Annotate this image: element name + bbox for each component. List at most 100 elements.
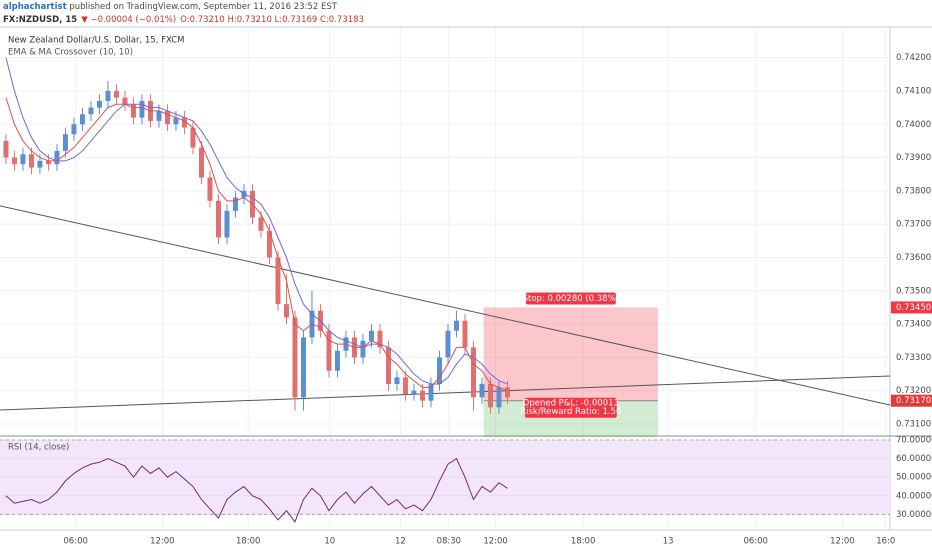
y-tick-label: 0.73500 [896, 286, 931, 296]
candle-body [122, 97, 128, 105]
candle-body [105, 90, 111, 101]
candle-body [487, 384, 493, 408]
stop-label: Stop: 0.00280 (0.38%) [523, 294, 619, 304]
y-tick-label: 0.74200 [896, 53, 931, 63]
x-tick-label: 18:00 [571, 537, 596, 547]
y-tick-label: 0.73600 [896, 253, 931, 263]
candle-body [62, 134, 68, 151]
candle-body [28, 154, 34, 168]
candle-body [292, 317, 298, 398]
y-tick-label: 0.73300 [896, 353, 931, 363]
candle-body [181, 117, 187, 128]
y-tick-label: 0.73200 [896, 386, 931, 396]
candle-body [445, 330, 451, 358]
pnl-label-bg [524, 397, 617, 418]
trendline [0, 205, 891, 406]
candle-body [11, 157, 17, 165]
candle-body [190, 127, 196, 148]
trendline [0, 375, 891, 411]
y-tick-label: 0.73100 [896, 420, 931, 430]
candle-body [419, 390, 425, 401]
labels-layer: 06:00 12:00 18:00 10 12 08:30 12:00 18:00 13 06:0… [63, 53, 932, 547]
y-tick-label: 60.00000 [896, 454, 932, 464]
candle-body [258, 217, 264, 231]
x-tick-label: 12 [395, 537, 406, 547]
x-tick-label: 13 [663, 537, 674, 547]
candle-body [504, 387, 510, 398]
pnl-label: Opened P&L: -0.00013 [523, 399, 619, 409]
y-tick-label: 0.74100 [896, 86, 931, 96]
y-tick-label: 0.73700 [896, 220, 931, 230]
candle-body [360, 340, 366, 358]
x-tick-label: 10 [324, 537, 335, 547]
published: published on TradingView.com, September … [67, 2, 338, 12]
price-tag-bg [891, 394, 932, 407]
candle-body [470, 347, 476, 398]
candle-body [224, 210, 230, 238]
candle-body [96, 100, 102, 108]
rsi-title: RSI (14, close) [8, 443, 69, 453]
price-tag: 0.73450 [896, 303, 931, 313]
candle-body [198, 147, 204, 178]
grid-layer [0, 28, 890, 530]
candle-body [113, 90, 119, 98]
candle-body [164, 110, 170, 125]
y-tick-label: 0.73800 [896, 186, 931, 196]
stop-zone [483, 307, 658, 401]
candle-body [207, 177, 213, 201]
candle-body [45, 160, 51, 165]
candle-body [54, 150, 60, 165]
price-tag-bg [891, 301, 932, 314]
ma-line [5, 57, 508, 385]
candle-body [411, 390, 417, 395]
rsi-band [0, 439, 890, 515]
y-tick-label: 70.00000 [896, 435, 932, 445]
candle-body [79, 114, 85, 125]
candle-body [368, 330, 374, 341]
candle-body [453, 320, 459, 331]
candle-body [436, 357, 442, 385]
candle-body [385, 347, 391, 385]
rsi-line [5, 457, 508, 523]
ohlc: O:0.73210 H:0.73210 L:0.73169 C:0.73183 [180, 15, 364, 25]
candle-body [479, 384, 485, 398]
candle-body [156, 110, 162, 121]
symbol: FX:NZDUSD, 15 [3, 15, 77, 25]
candle-body [266, 230, 272, 258]
header-line: alphachartist published on TradingView.c… [3, 2, 338, 12]
marks-layer [0, 57, 891, 523]
candle-body [71, 124, 77, 135]
candle-body [20, 154, 26, 165]
candle-body [394, 377, 400, 385]
y-tick-label: 0.74000 [896, 120, 931, 130]
x-tick-label: 08:30 [437, 537, 462, 547]
candle-body [275, 257, 281, 305]
candle-body [215, 200, 221, 238]
candle-body [334, 350, 340, 371]
candle-body [37, 160, 43, 168]
y-tick-label: 0.73400 [896, 320, 931, 330]
candle-body [326, 330, 332, 371]
candle-body [139, 100, 145, 118]
candle-body [232, 197, 238, 211]
candle-body [300, 337, 306, 398]
candle-body [283, 304, 289, 318]
x-tick-label: 12:00 [150, 537, 175, 547]
ema-line [5, 97, 508, 392]
stop-label-bg [525, 292, 616, 305]
y-tick-label: 30.00000 [896, 510, 932, 520]
candle-body [3, 140, 9, 158]
candle-body [428, 384, 434, 401]
candle-body [462, 320, 468, 348]
y-tick-label: 40.00000 [896, 491, 932, 501]
x-tick-label: 18:00 [236, 537, 261, 547]
candle-body [130, 104, 136, 118]
x-tick-label: 16:0 [876, 537, 895, 547]
candle-body [88, 107, 94, 115]
price-tag: 0.73170 [896, 396, 931, 406]
x-tick-label: 06:00 [63, 537, 88, 547]
x-tick-label: 12:00 [483, 537, 508, 547]
x-tick-label: 12:00 [830, 537, 855, 547]
